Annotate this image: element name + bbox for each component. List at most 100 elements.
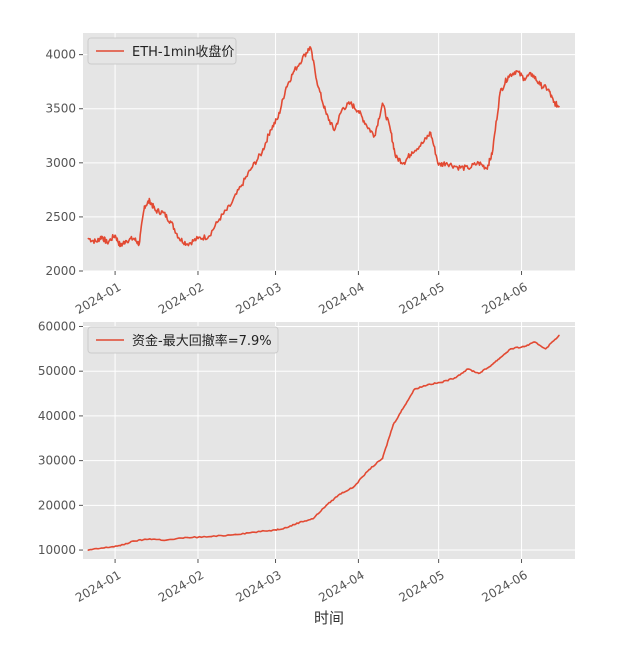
y-tick-label: 2500	[45, 210, 76, 224]
data-point	[293, 70, 296, 72]
data-point	[312, 518, 314, 520]
data-point	[510, 348, 512, 350]
data-point	[269, 129, 272, 132]
data-point	[234, 533, 237, 536]
y-tick-label: 50000	[38, 364, 76, 378]
data-point	[395, 156, 397, 159]
data-point	[100, 235, 103, 238]
x-tick-label: 2024-06	[479, 568, 529, 605]
data-point	[149, 538, 151, 540]
data-point	[515, 70, 517, 72]
data-point	[210, 535, 213, 538]
data-point	[154, 209, 156, 212]
data-point	[285, 526, 288, 529]
x-tick-label: 2024-05	[397, 280, 447, 317]
data-point	[333, 129, 336, 132]
y-tick-label: 3500	[45, 102, 76, 116]
data-point	[544, 348, 547, 350]
chart-panel-1: 2000 2500 3000 3500 4000 2024-01 2024-02 2024-0…	[45, 33, 575, 317]
data-point	[250, 167, 253, 169]
data-point	[523, 345, 525, 348]
data-point	[373, 135, 376, 137]
data-point	[106, 242, 108, 244]
data-point	[403, 406, 405, 408]
y-tick-label: 40000	[38, 409, 76, 423]
data-point	[325, 504, 328, 507]
data-point	[304, 53, 306, 56]
data-point	[133, 540, 135, 542]
data-point	[170, 221, 172, 224]
data-point	[298, 521, 301, 524]
data-point	[427, 383, 429, 386]
data-point	[274, 529, 277, 531]
y-tick-label: 3000	[45, 156, 76, 170]
data-point	[499, 91, 501, 94]
legend-box	[87, 37, 237, 65]
data-point	[207, 235, 210, 238]
data-point	[389, 129, 392, 132]
data-point	[558, 334, 560, 337]
data-point	[138, 243, 140, 245]
x-tick-label: 2024-02	[156, 568, 206, 605]
data-point	[365, 124, 368, 126]
data-point	[534, 341, 536, 343]
data-point	[552, 101, 555, 103]
y-tick-label: 20000	[38, 498, 76, 512]
y-tick-label: 60000	[38, 319, 76, 333]
data-point	[403, 162, 405, 164]
data-point	[445, 162, 448, 164]
data-point	[218, 218, 221, 220]
data-point	[368, 468, 370, 471]
data-point	[87, 549, 90, 551]
data-point	[240, 185, 242, 188]
data-point	[437, 164, 440, 166]
data-point	[539, 84, 541, 86]
plot-area	[83, 322, 575, 559]
data-point	[486, 167, 488, 169]
data-point	[429, 131, 432, 134]
x-tick-label: 2024-03	[233, 280, 283, 317]
data-point	[507, 75, 510, 78]
data-point	[558, 105, 560, 108]
x-tick-label: 2024-01	[73, 568, 123, 605]
x-tick-label: 2024-02	[156, 280, 206, 317]
data-point	[197, 237, 199, 240]
plot-area	[83, 33, 575, 271]
data-point	[165, 539, 167, 541]
data-point	[411, 151, 413, 153]
data-point	[253, 531, 255, 533]
data-point	[317, 86, 320, 88]
y-tick-label: 4000	[45, 48, 76, 62]
data-point	[133, 237, 135, 240]
data-point	[229, 205, 231, 207]
data-point	[531, 73, 533, 75]
series-line	[88, 334, 560, 551]
legend-box	[87, 326, 279, 354]
y-tick-label: 10000	[38, 543, 76, 557]
data-point	[95, 241, 98, 243]
data-point	[477, 372, 480, 375]
legend-label: ETH-1min收盘价	[132, 44, 234, 60]
data-point	[392, 424, 395, 426]
series-line	[87, 46, 560, 248]
x-tick-label: 2024-05	[397, 568, 447, 605]
data-point	[547, 88, 550, 91]
data-point	[440, 381, 443, 384]
data-point	[491, 153, 493, 155]
y-tick-label: 30000	[38, 454, 76, 468]
data-point	[499, 357, 501, 359]
x-tick-label: 2024-06	[479, 280, 529, 317]
data-point	[352, 486, 354, 489]
data-point	[341, 107, 344, 110]
data-point	[143, 205, 146, 207]
data-point	[285, 86, 288, 88]
data-point	[467, 167, 469, 169]
data-point	[456, 166, 459, 168]
data-point	[162, 211, 164, 214]
data-point	[477, 162, 480, 164]
data-point	[325, 113, 328, 115]
data-point	[186, 536, 189, 539]
x-tick-label: 2024-01	[73, 280, 123, 317]
data-point	[261, 151, 264, 153]
